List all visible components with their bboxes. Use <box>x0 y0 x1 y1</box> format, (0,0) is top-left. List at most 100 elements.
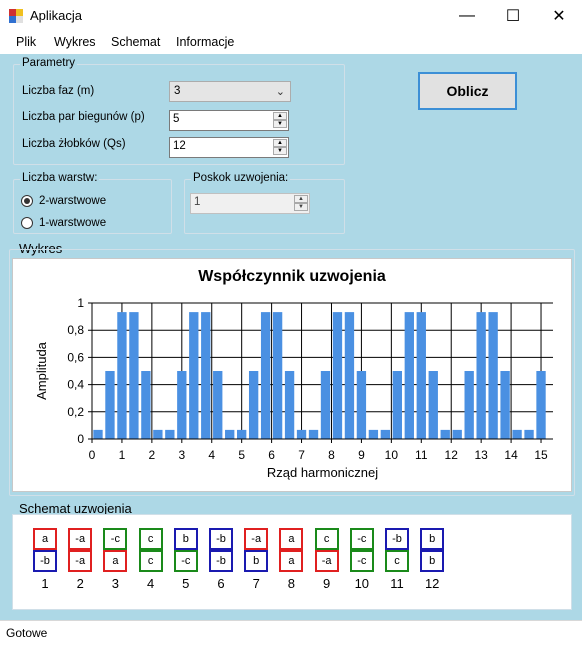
layers-1-radio[interactable] <box>21 217 33 229</box>
chart-bar <box>332 312 343 439</box>
chart-bar <box>225 429 235 439</box>
chart-bar <box>476 312 486 439</box>
pitch-input[interactable]: 1 ▲ ▼ <box>190 193 310 214</box>
chart-bar <box>308 429 319 439</box>
slot-number: 10 <box>354 576 370 591</box>
slot-number: 3 <box>111 576 119 591</box>
chart-bar <box>129 312 139 439</box>
chart-bar <box>272 312 283 439</box>
chart-panel: Współczynnik uzwojenia 0 1 2 3 4 5 6 7 8 9 10 11 12 13… <box>12 258 572 492</box>
maximize-icon: ☐ <box>505 8 521 25</box>
pitch-spinner[interactable]: ▲ ▼ <box>294 195 308 212</box>
slot-top-coil: b <box>420 528 445 550</box>
x-tick-label: 14 <box>504 448 518 462</box>
spin-up-icon[interactable]: ▲ <box>294 195 308 203</box>
menu-schemat[interactable]: Schemat <box>111 35 161 49</box>
chart-bar <box>500 371 510 439</box>
chart-group <box>9 249 575 496</box>
close-button[interactable]: ✕ <box>536 0 582 32</box>
compute-button[interactable]: Oblicz <box>418 72 517 110</box>
maximize-button[interactable]: ☐ <box>490 0 536 32</box>
layers-2-label[interactable]: 2-warstwowe <box>39 195 107 207</box>
chart-bar <box>93 429 103 439</box>
slot-bottom-coil: a <box>279 550 304 572</box>
poles-value: 5 <box>173 113 180 125</box>
spin-up-icon[interactable]: ▲ <box>273 139 287 147</box>
layers-2-radio[interactable] <box>21 195 33 207</box>
chart-bar <box>189 312 199 439</box>
slot-top-coil: a <box>279 528 304 550</box>
chart-title: Współczynnik uzwojenia <box>198 268 386 285</box>
phases-select[interactable]: 3 ⌄ <box>169 81 291 102</box>
chart-bar <box>536 371 546 439</box>
menu-bar: Plik Wykres Schemat Informacje <box>0 32 582 55</box>
scheme-panel: a -b 1 -a -a 2 -c a 3 c c 4 b -c 5 -b -b 6 -a b 7 a a 8 c -a 9 -c -c… <box>12 514 572 610</box>
chart-bar <box>404 312 414 439</box>
x-tick-label: 13 <box>474 448 488 462</box>
spin-down-icon[interactable]: ▼ <box>273 120 287 128</box>
chart-bar <box>320 371 331 439</box>
chart-bar <box>428 371 438 439</box>
slot-top-coil: c <box>314 528 339 550</box>
chart-bar <box>117 312 127 439</box>
slot-bottom-coil: c <box>138 550 163 572</box>
x-tick-label: 5 <box>238 448 245 462</box>
x-tick-label: 2 <box>149 448 156 462</box>
pitch-title: Poskok uzwojenia: <box>191 172 291 184</box>
menu-wykres[interactable]: Wykres <box>54 35 96 49</box>
chart-bar <box>213 371 223 439</box>
chart-bar <box>201 312 211 439</box>
menu-informacje[interactable]: Informacje <box>176 35 235 49</box>
chart-section-title: Wykres <box>19 241 63 256</box>
slot-number: 12 <box>424 576 440 591</box>
slot-number: 1 <box>41 576 49 591</box>
status-bar: Gotowe <box>0 620 582 645</box>
scheme-section-title: Schemat uzwojenia <box>19 501 132 516</box>
parameters-group: Parametry Liczba faz (m) 3 ⌄ Liczba par … <box>13 57 345 165</box>
y-tick-label: 0,8 <box>67 323 84 337</box>
slot-top-coil: a <box>33 528 57 550</box>
client-area: Parametry Liczba faz (m) 3 ⌄ Liczba par … <box>0 54 582 620</box>
slot-top-coil: -c <box>349 528 374 550</box>
chart-bar <box>380 429 391 439</box>
poles-label: Liczba par biegunów (p) <box>22 111 145 123</box>
minimize-button[interactable]: — <box>444 0 490 32</box>
layers-1-label[interactable]: 1-warstwowe <box>39 217 107 229</box>
title-bar: Aplikacja — ☐ ✕ <box>0 0 582 32</box>
slots-input[interactable]: 12 ▲ ▼ <box>169 137 289 158</box>
chart-bar <box>237 429 247 439</box>
poles-input[interactable]: 5 ▲ ▼ <box>169 110 289 131</box>
slots-spinner[interactable]: ▲ ▼ <box>273 139 287 156</box>
slot-bottom-coil: -c <box>173 550 198 572</box>
window-title: Aplikacja <box>30 8 83 23</box>
chart-bar <box>165 429 175 439</box>
slot-bottom-coil: -a <box>314 550 339 572</box>
chart-bar <box>488 312 498 439</box>
spin-down-icon[interactable]: ▼ <box>294 203 308 211</box>
y-axis-label: Amplituda <box>34 341 49 400</box>
x-tick-label: 7 <box>298 448 305 462</box>
chart-bar <box>440 429 450 439</box>
slot-top-coil: b <box>173 528 198 550</box>
spin-up-icon[interactable]: ▲ <box>273 112 287 120</box>
x-tick-label: 0 <box>89 448 96 462</box>
x-tick-label: 3 <box>178 448 185 462</box>
menu-plik[interactable]: Plik <box>16 35 37 49</box>
poles-spinner[interactable]: ▲ ▼ <box>273 112 287 129</box>
x-tick-label: 8 <box>328 448 335 462</box>
chart-bar <box>248 371 259 439</box>
slot-number: 5 <box>182 576 190 591</box>
x-tick-label: 15 <box>534 448 548 462</box>
spin-down-icon[interactable]: ▼ <box>273 147 287 155</box>
chart-bar <box>260 312 271 439</box>
y-tick-label: 0,6 <box>67 350 84 364</box>
status-text: Gotowe <box>6 626 48 640</box>
slot-top-coil: -b <box>209 528 233 550</box>
layers-title: Liczba warstw: <box>20 172 100 184</box>
app-icon <box>9 9 23 23</box>
slots-value: 12 <box>173 140 186 152</box>
chart-bar <box>177 371 187 439</box>
slot-number: 7 <box>252 576 260 591</box>
phases-value: 3 <box>174 85 181 97</box>
slot-bottom-coil: b <box>244 550 269 572</box>
